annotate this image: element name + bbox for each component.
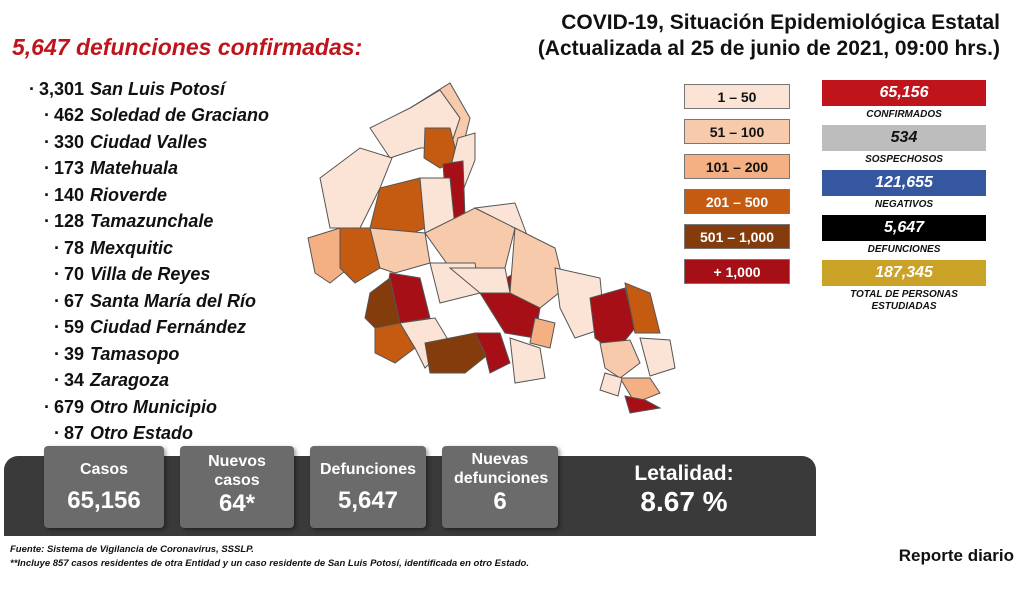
legend-item: 201 – 500 [684,189,790,214]
municipality-name: Tamazunchale [90,211,214,232]
municipality-name: Rioverde [90,184,168,205]
stat-label: CONFIRMADOS [866,109,942,120]
stat-label: TOTAL DE PERSONAS ESTUDIADAS [850,289,958,312]
map-region [369,227,431,274]
list-item: · 87 Otro Estado [53,423,194,444]
list-item: · 3,301 San Luis Potosí [28,78,226,99]
map-region [529,317,556,349]
card-nuevas-defunciones: Nuevas defunciones 6 [442,446,558,528]
card-title: Nuevas defunciones [454,451,549,487]
stat-value: 5,647 [822,215,986,241]
map-region [599,372,623,397]
municipality-name: Santa María del Río [90,290,257,311]
municipality-name: Soledad de Graciano [90,105,270,126]
stat-confirmados: 65,156 CONFIRMADOS [822,80,986,121]
map-region [624,395,662,414]
map-region [509,337,546,384]
list-item: · 70 Villa de Reyes [53,264,211,285]
list-item: · 173 Matehuala [43,158,179,179]
card-title: Letalidad: [634,462,734,485]
map-legend: 1 – 50 51 – 100 101 – 200 201 – 500 501 … [684,84,790,294]
report-header: COVID-19, Situación Epidemiológica Estat… [538,10,1000,62]
municipality-name: Ciudad Valles [90,131,208,152]
map-region [624,282,661,334]
map-region [424,332,491,374]
stat-label: SOSPECHOSOS [865,154,943,165]
map-region [509,227,566,309]
card-defunciones: Defunciones 5,647 [310,446,426,528]
stat-total-estudiadas: 187,345 TOTAL DE PERSONAS ESTUDIADAS [822,260,986,313]
legend-item: + 1,000 [684,259,790,284]
card-casos: Casos 65,156 [44,446,164,528]
map-region [374,322,416,364]
stats-panel: 65,156 CONFIRMADOS 534 SOSPECHOSOS 121,6… [822,80,986,317]
stat-label: NEGATIVOS [874,199,934,210]
stat-negativos: 121,655 NEGATIVOS [822,170,986,211]
list-item: · 140 Rioverde [43,184,168,205]
stat-sospechosos: 534 SOSPECHOSOS [822,125,986,166]
municipality-name: Otro Municipio [90,396,217,417]
legend-item: 51 – 100 [684,119,790,144]
municipality-name: Mexquitic [90,237,174,258]
state-choropleth-map [307,82,676,414]
list-item: · 330 Ciudad Valles [43,131,208,152]
map-region [639,337,676,377]
stat-value: 187,345 [822,260,986,286]
map-region [474,332,511,374]
stat-value: 534 [822,125,986,151]
legend-item: 101 – 200 [684,154,790,179]
page-subtitle: (Actualizada al 25 de junio de 2021, 09:… [537,37,1000,60]
municipality-name: Otro Estado [90,423,194,444]
card-value: 64* [218,490,256,517]
list-item: · 128 Tamazunchale [43,211,214,232]
stat-value: 65,156 [822,80,986,106]
card-value: 65,156 [67,487,141,514]
list-item: · 78 Mexquitic [53,237,174,258]
municipality-name: San Luis Potosí [90,78,226,99]
municipality-name: Ciudad Fernández [90,317,247,338]
stat-label: DEFUNCIONES [867,244,941,255]
card-value: 6 [493,488,507,515]
page-title: COVID-19, Situación Epidemiológica Estat… [561,11,1000,34]
list-item: · 679 Otro Municipio [43,396,217,417]
card-letalidad: Letalidad: 8.67 % [574,456,794,518]
card-title: Nuevos casos [208,453,266,489]
card-value: 8.67 % [640,486,728,517]
list-item: · 462 Soledad de Graciano [43,105,270,126]
card-title: Defunciones [319,461,416,478]
map-region [339,227,381,284]
legend-item: 501 – 1,000 [684,224,790,249]
map-region [619,377,661,404]
deaths-title: 5,647 defunciones confirmadas: [12,34,363,60]
municipality-name: Villa de Reyes [90,264,211,285]
card-title: Casos [79,461,129,478]
list-item: · 39 Tamasopo [53,343,180,364]
list-item: · 67 Santa María del Río [53,290,257,311]
map-region [424,207,516,269]
card-value: 5,647 [337,487,399,514]
list-item: · 59 Ciudad Fernández [53,317,247,338]
municipality-name: Tamasopo [90,343,180,364]
legend-item: 1 – 50 [684,84,790,109]
stat-value: 121,655 [822,170,986,196]
municipality-name: Matehuala [90,158,179,179]
stat-defunciones: 5,647 DEFUNCIONES [822,215,986,256]
list-item: · 34 Zaragoza [53,370,170,391]
municipality-name: Zaragoza [90,370,170,391]
report-label: Reporte diario [898,546,1014,565]
footer-source: Fuente: Sistema de Vigilancia de Coronav… [10,544,254,555]
map-region [599,339,641,379]
footer-note: **Incluye 857 casos residentes de otra E… [10,558,529,569]
card-nuevos-casos: Nuevos casos 64* [180,446,294,528]
municipality-list: · 3,301 San Luis Potosí · 462 Soledad de Gra… [16,76,269,447]
